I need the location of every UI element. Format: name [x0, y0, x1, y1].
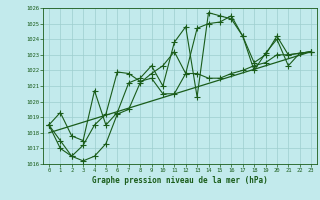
X-axis label: Graphe pression niveau de la mer (hPa): Graphe pression niveau de la mer (hPa) [92, 176, 268, 185]
